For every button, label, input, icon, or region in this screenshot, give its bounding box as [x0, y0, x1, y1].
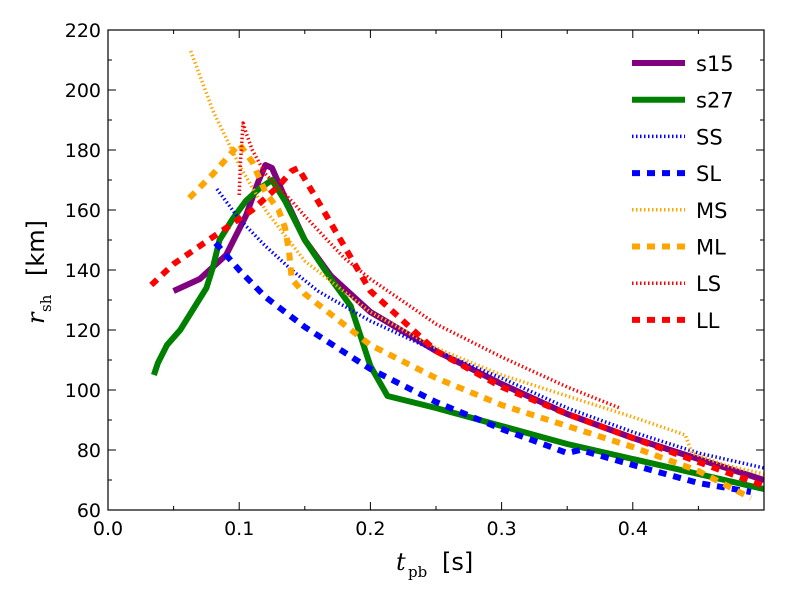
y-axis-subscript: sh: [37, 294, 55, 312]
y-tick-label: 200: [65, 80, 101, 102]
series-line-ss: [215, 187, 764, 470]
plot-area: [149, 50, 764, 501]
y-axis-label: r sh [km]: [22, 220, 55, 324]
y-axis-symbol: r: [22, 311, 50, 324]
y-tick-label: 180: [65, 140, 101, 162]
y-tick-label: 220: [65, 20, 101, 42]
axes-frame: [107, 29, 765, 511]
series-line-sl: [213, 241, 752, 495]
x-tick-label: 0.3: [486, 518, 516, 540]
legend-label-ll: LL: [696, 309, 720, 333]
legend-label-ml: ML: [696, 236, 726, 260]
legend-label-s27: s27: [696, 89, 734, 113]
legend-label-ls: LS: [696, 272, 721, 296]
y-tick-label: 80: [77, 440, 101, 462]
y-tick-label: 100: [65, 380, 101, 402]
y-tick-label: 60: [77, 500, 101, 522]
x-tick-label: 0.0: [93, 518, 123, 540]
legend-label-ss: SS: [696, 125, 723, 149]
axis-ticks: 0.0 0.1 0.2 0.3 0.4 60 80 100 120 140 160 180 200 220: [65, 20, 764, 540]
y-tick-label: 160: [65, 200, 101, 222]
series-line-ll: [149, 165, 764, 489]
legend: s15 s27 SS SL MS ML LS LL: [632, 52, 734, 333]
series-line-ms: [189, 50, 764, 476]
x-axis-unit: [s]: [442, 548, 473, 576]
y-tick-label: 140: [65, 260, 101, 282]
legend-label-sl: SL: [696, 162, 721, 186]
y-axis-unit: [km]: [22, 220, 50, 276]
legend-label-s15: s15: [696, 52, 734, 76]
legend-label-ms: MS: [696, 199, 727, 223]
y-tick-label: 120: [65, 320, 101, 342]
x-tick-label: 0.4: [618, 518, 648, 540]
x-axis-symbol: t: [396, 548, 406, 576]
x-axis-label: t pb [s]: [396, 548, 473, 581]
x-tick-label: 0.2: [355, 518, 385, 540]
x-tick-label: 0.1: [224, 518, 254, 540]
series-line-s27: [151, 177, 764, 492]
series-line-ml: [187, 141, 753, 501]
x-axis-subscript: pb: [408, 563, 427, 581]
